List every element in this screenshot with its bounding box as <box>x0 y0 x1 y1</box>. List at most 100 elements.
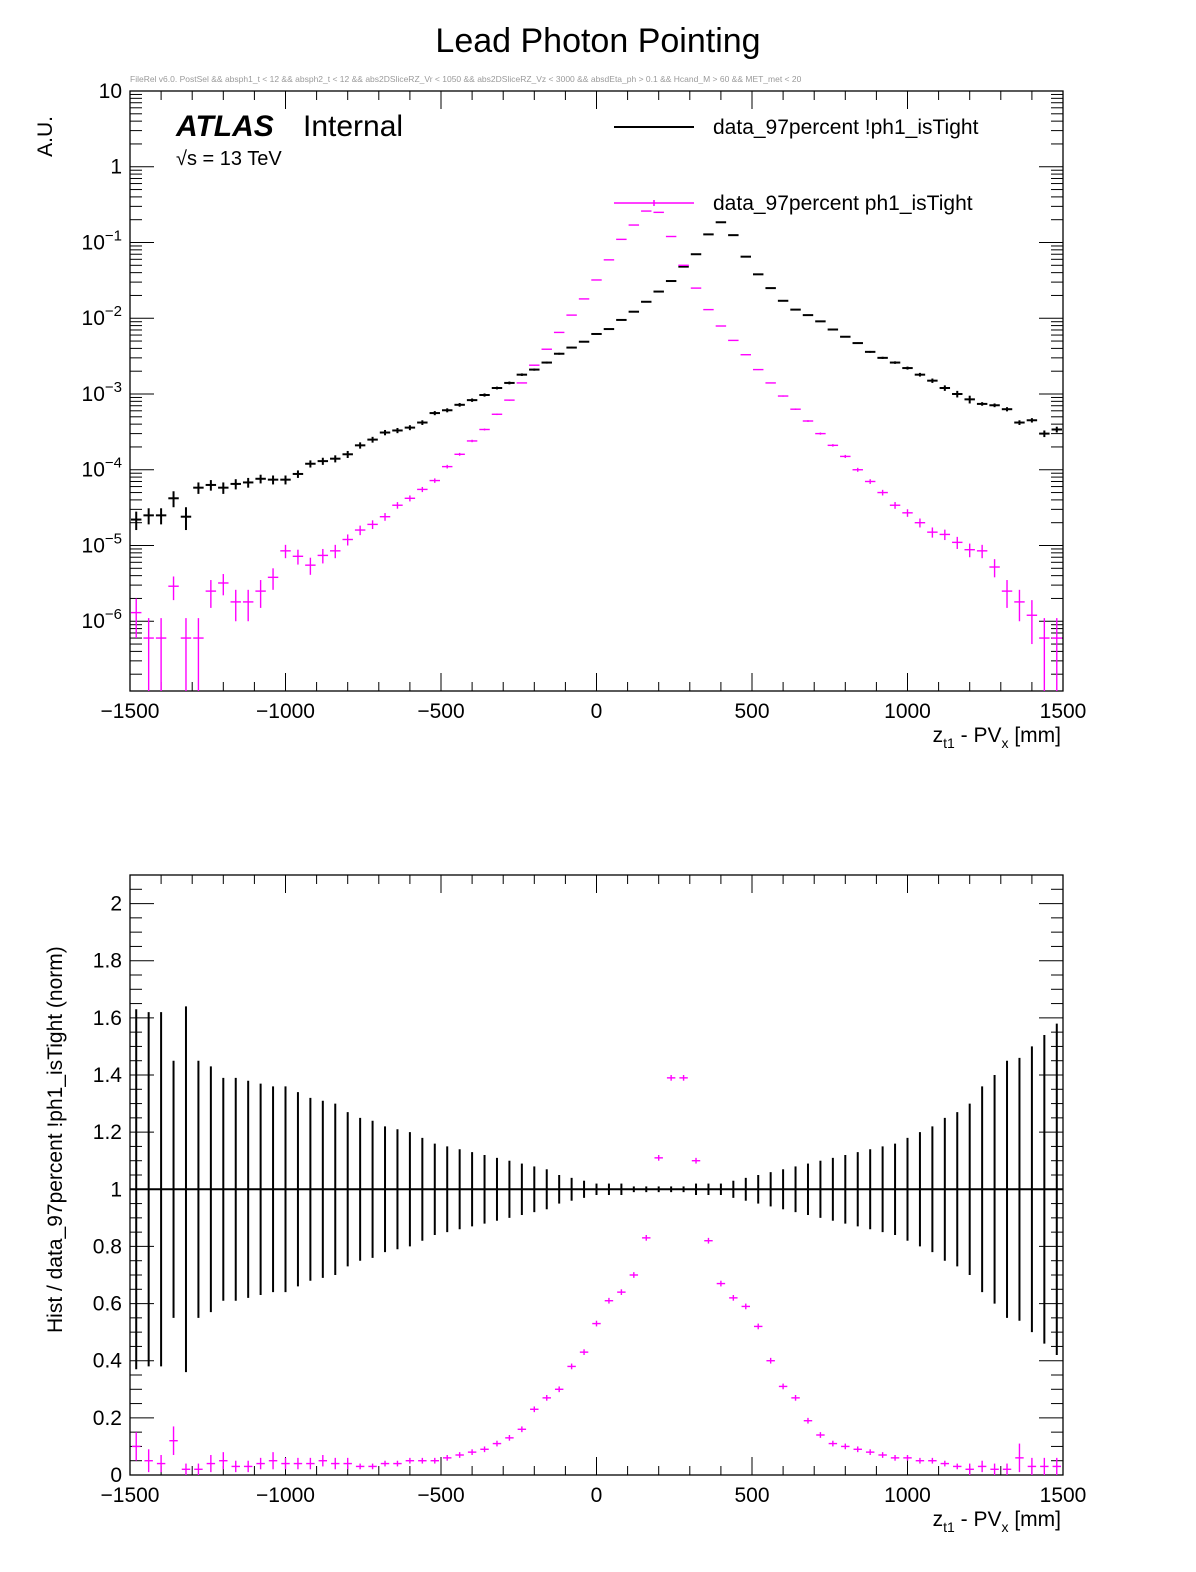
top-point-tight <box>1001 580 1013 608</box>
bottom-point-tight <box>928 1457 937 1464</box>
bottom-point-tight <box>219 1452 228 1470</box>
top-point-tight <box>230 589 241 622</box>
bottom-point-tight <box>654 1155 663 1161</box>
bottom-point-tight <box>268 1452 278 1470</box>
top-point-tight <box>242 589 254 622</box>
top-point-tight <box>914 518 926 528</box>
bottom-x-label-z: z <box>933 1508 944 1531</box>
top-point-not-tight <box>628 310 640 313</box>
top-y-tick-label: 10−4 <box>82 455 122 482</box>
bottom-x-tick-label: −500 <box>417 1484 464 1507</box>
bottom-point-tight <box>467 1449 477 1455</box>
top-point-not-tight <box>976 402 988 406</box>
top-point-not-tight <box>342 450 353 458</box>
bottom-point-tight <box>430 1457 439 1464</box>
bottom-point-tight <box>530 1406 539 1413</box>
top-x-tick-label: 500 <box>734 700 769 723</box>
top-point-tight <box>1026 600 1038 645</box>
bottom-point-tight <box>393 1460 402 1467</box>
top-point-not-tight <box>578 340 590 343</box>
top-point-not-tight <box>952 390 963 398</box>
bottom-point-tight <box>156 1455 166 1473</box>
top-point-not-tight <box>466 398 478 402</box>
top-point-tight <box>790 408 801 410</box>
bottom-point-tight <box>418 1457 427 1464</box>
bottom-point-tight <box>666 1075 676 1081</box>
top-point-not-tight <box>205 480 217 491</box>
bottom-x-label-sub2: x <box>1002 1519 1009 1535</box>
top-point-tight <box>404 495 416 502</box>
top-x-tick-label: 1500 <box>1040 700 1087 723</box>
top-point-not-tight <box>429 411 440 416</box>
top-point-not-tight <box>454 403 465 407</box>
top-x-ticks: −1500 −1000 −500 0 500 1000 1500 <box>101 91 1087 723</box>
top-point-tight <box>267 568 279 590</box>
bottom-y-axis-label: Hist / data_97percent !ph1_isTight (norm… <box>44 946 67 1333</box>
top-y-tick-label: 10−3 <box>82 379 122 406</box>
top-point-not-tight <box>404 425 416 431</box>
bottom-point-tight <box>132 1432 141 1461</box>
top-point-not-tight <box>964 395 975 404</box>
top-point-not-tight <box>379 429 391 436</box>
top-point-tight <box>367 520 378 530</box>
bottom-point-tight <box>729 1295 738 1301</box>
top-point-not-tight <box>305 460 316 468</box>
bottom-point-tight <box>741 1303 750 1310</box>
top-point-not-tight <box>317 457 329 465</box>
internal-label: Internal <box>303 110 403 143</box>
top-point-tight <box>454 452 465 456</box>
bottom-point-tight <box>604 1297 614 1304</box>
bottom-point-tight <box>542 1395 551 1401</box>
top-x-label-tail: [mm] <box>1009 724 1062 747</box>
bottom-point-tight <box>629 1272 639 1278</box>
top-point-not-tight <box>292 470 304 478</box>
bottom-y-tick-label: 1.6 <box>93 1007 122 1030</box>
top-point-not-tight <box>889 361 901 364</box>
bottom-point-tight <box>691 1157 701 1164</box>
top-y-tick-base: 1 <box>110 156 122 179</box>
top-series-group <box>131 210 1062 691</box>
top-y-tick-exponent: −2 <box>105 303 122 320</box>
bottom-point-tight <box>331 1457 340 1470</box>
bottom-point-tight <box>206 1455 216 1473</box>
bottom-point-tight <box>791 1395 800 1401</box>
bottom-point-tight <box>642 1235 651 1241</box>
bottom-panel: 0 0.2 0.4 0.6 0.8 1 1.2 1.4 1.6 1.8 2 −1500 −1000 −5… <box>44 874 1087 1535</box>
top-point-not-tight <box>442 408 453 413</box>
top-point-tight <box>827 444 839 447</box>
top-y-tick-base: 10 <box>82 459 105 482</box>
bottom-point-tight <box>169 1426 178 1455</box>
top-point-not-tight <box>1026 418 1038 423</box>
top-point-tight <box>541 348 552 350</box>
energy-label: √s = 13 TeV <box>176 148 282 170</box>
top-point-tight <box>131 598 142 639</box>
top-point-tight <box>703 308 714 311</box>
bottom-x-tick-label: 1500 <box>1040 1484 1087 1507</box>
top-point-not-tight <box>603 328 615 331</box>
top-y-tick-base: 10 <box>82 383 105 406</box>
top-point-tight <box>417 486 428 493</box>
top-y-tick-base: 10 <box>82 534 105 557</box>
bottom-point-tight <box>953 1463 962 1470</box>
bottom-point-tight <box>306 1457 315 1470</box>
top-x-label-sub2: x <box>1002 735 1009 751</box>
top-point-not-tight <box>1014 420 1025 425</box>
atlas-label: ATLAS <box>175 110 274 143</box>
top-y-tick-label: 10−2 <box>82 303 122 330</box>
top-point-not-tight <box>790 308 801 311</box>
top-point-not-tight <box>591 332 602 335</box>
bottom-x-label-mid: - PV <box>955 1508 1002 1531</box>
top-point-tight <box>305 557 316 575</box>
top-y-tick-exponent: −6 <box>105 606 122 623</box>
top-point-tight <box>205 580 217 608</box>
top-point-tight <box>840 454 851 458</box>
bottom-x-label-sub: t1 <box>943 1519 955 1535</box>
top-point-not-tight <box>255 474 266 484</box>
top-point-not-tight <box>939 385 951 391</box>
top-x-tick-label: 1000 <box>884 700 931 723</box>
top-x-tick-label: −500 <box>417 700 464 723</box>
bottom-point-tight <box>1015 1443 1024 1473</box>
top-y-tick-label: 10−1 <box>82 227 122 254</box>
